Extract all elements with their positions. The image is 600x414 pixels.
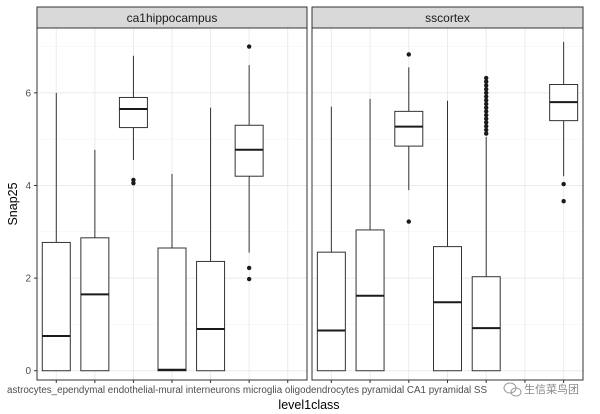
outlier-point [484, 98, 489, 103]
watermark: 生信菜鸟团 [503, 382, 579, 397]
box-iqr [196, 260, 226, 372]
facet-panel-2: sscortex [311, 6, 584, 381]
outlier-point [406, 219, 411, 224]
facet-strip-label: sscortex [425, 11, 470, 25]
outlier-point [131, 180, 136, 186]
facet-strip-label: ca1hippocampus [127, 11, 218, 25]
box-microglia [157, 173, 187, 372]
x-axis-title: level1class [278, 398, 339, 412]
outlier-point [484, 123, 489, 129]
outlier-point [246, 265, 252, 271]
y-tick-label: 2 [25, 274, 31, 285]
y-tick-label: 0 [25, 366, 31, 377]
y-axis: 0 2 4 6 [25, 88, 37, 377]
outlier-point [484, 131, 489, 136]
outlier-point [484, 86, 489, 92]
box-iqr [80, 237, 110, 372]
outlier-point [561, 181, 566, 187]
y-axis-title: Snap25 [6, 182, 20, 225]
box-interneurons [118, 55, 148, 186]
outlier-point [484, 90, 489, 96]
box-astrocytes-ependymal [316, 106, 346, 372]
outlier-point [246, 276, 252, 282]
y-tick-label: 4 [25, 181, 31, 192]
outlier-point [406, 52, 411, 57]
outlier-point [484, 79, 489, 84]
facet-panel-1: ca1hippocampus [36, 6, 308, 381]
box-iqr [471, 276, 501, 372]
box-iqr [41, 241, 71, 372]
facet-panels: ca1hippocampus sscortex [36, 6, 584, 381]
box-pyramidal-ca1 [234, 44, 264, 282]
outlier-point [484, 127, 489, 133]
wechat-icon [503, 382, 522, 397]
box-microglia [433, 100, 462, 372]
box-iqr [316, 251, 346, 372]
outlier-point [484, 109, 489, 114]
outlier-point [484, 120, 489, 125]
box-interneurons [394, 52, 424, 224]
box-iqr [118, 96, 148, 129]
box-iqr [394, 110, 424, 147]
outlier-point [484, 101, 489, 107]
outlier-point [484, 105, 489, 110]
outlier-point [561, 199, 566, 204]
box-astrocytes-ependymal [41, 92, 71, 372]
outlier-point [131, 177, 136, 183]
outlier-point [484, 75, 489, 81]
outlier-point [484, 116, 489, 121]
outlier-point [484, 112, 489, 118]
box-oligodendrocytes [471, 75, 501, 372]
outlier-point [246, 44, 252, 49]
box-pyramidal-ss [549, 41, 579, 204]
y-tick-label: 6 [25, 88, 31, 99]
box-iqr [157, 247, 187, 372]
outlier-point [484, 94, 489, 99]
watermark-label: 生信菜鸟团 [524, 382, 579, 396]
x-tick-labels: astrocytes_ependymal endothelial-mural i… [7, 385, 487, 396]
box-oligodendrocytes [196, 107, 226, 372]
box-iqr [355, 229, 385, 372]
box-endothelial-mural [80, 149, 110, 372]
box-iqr [433, 246, 462, 372]
box-endothelial-mural [355, 98, 385, 372]
outlier-point [484, 83, 489, 88]
x-axis: astrocytes_ependymal endothelial-mural i… [7, 380, 565, 396]
